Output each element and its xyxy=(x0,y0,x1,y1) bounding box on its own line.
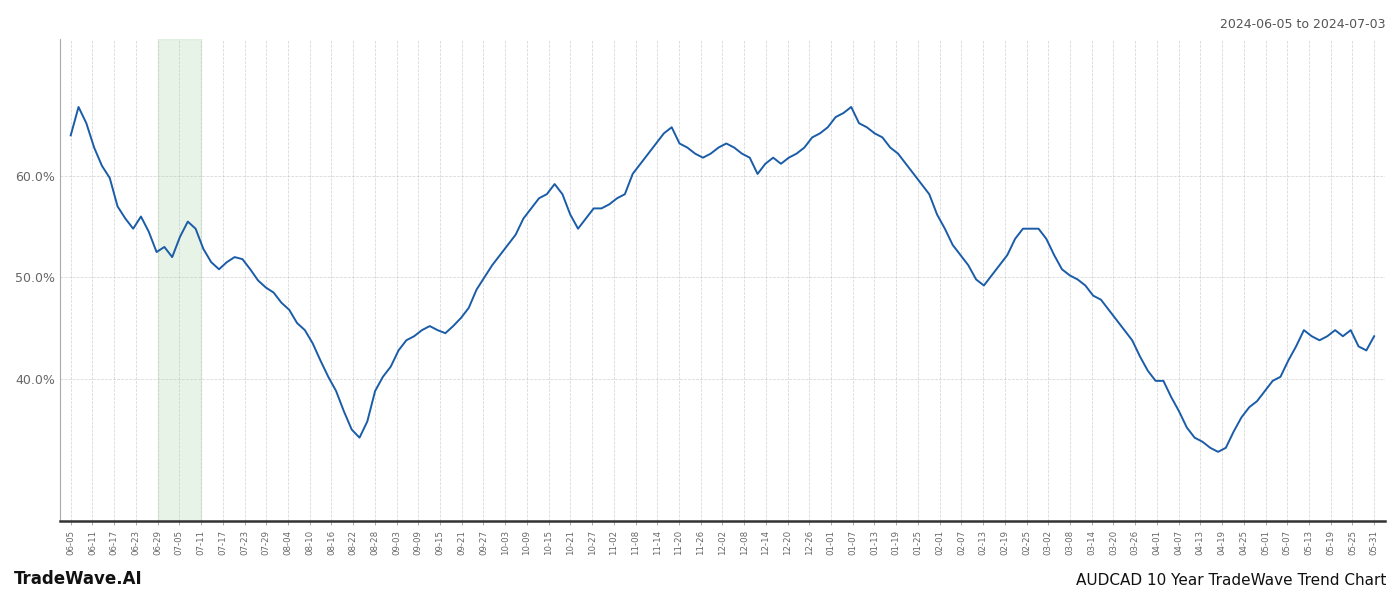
Text: 2024-06-05 to 2024-07-03: 2024-06-05 to 2024-07-03 xyxy=(1221,18,1386,31)
Text: AUDCAD 10 Year TradeWave Trend Chart: AUDCAD 10 Year TradeWave Trend Chart xyxy=(1075,573,1386,588)
Text: TradeWave.AI: TradeWave.AI xyxy=(14,570,143,588)
Bar xyxy=(158,39,202,521)
